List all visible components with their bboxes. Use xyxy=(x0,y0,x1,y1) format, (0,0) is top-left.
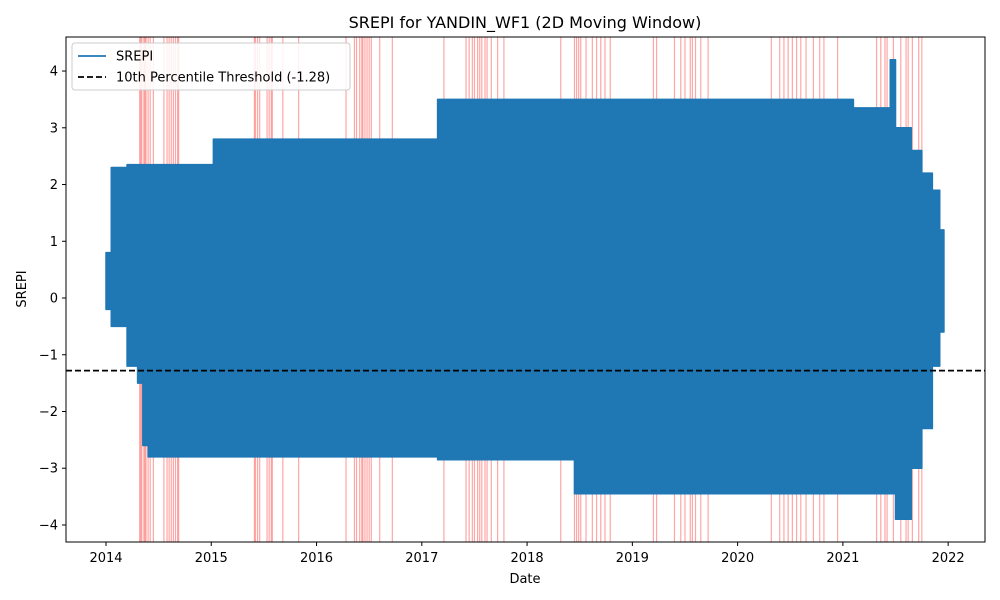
y-tick-label: −4 xyxy=(39,518,58,533)
srepi-series xyxy=(105,58,945,521)
x-tick-label: 2020 xyxy=(721,551,754,566)
y-tick-label: 2 xyxy=(50,178,58,193)
x-tick-label: 2017 xyxy=(405,551,438,566)
x-tick-label: 2021 xyxy=(826,551,859,566)
y-axis-ticks: −4 −3 −2 −1 0 1 2 3 4 xyxy=(39,65,66,533)
legend-threshold-label: 10th Percentile Threshold (-1.28) xyxy=(116,71,330,86)
x-tick-label: 2018 xyxy=(511,551,544,566)
x-tick-label: 2014 xyxy=(89,551,122,566)
legend: SREPI 10th Percentile Threshold (-1.28) xyxy=(71,42,351,91)
plot-frame xyxy=(65,36,986,543)
x-axis-label: Date xyxy=(509,572,540,587)
x-tick-label: 2019 xyxy=(616,551,649,566)
x-axis-ticks: 2014 2015 2016 2017 2018 2019 2020 2021 2022 xyxy=(89,542,965,566)
x-tick-label: 2016 xyxy=(300,551,333,566)
y-axis-label: SREPI xyxy=(15,270,30,307)
x-tick-label: 2015 xyxy=(195,551,228,566)
y-tick-label: 1 xyxy=(50,235,58,250)
y-tick-label: −2 xyxy=(39,405,58,420)
legend-box xyxy=(71,42,351,91)
y-tick-label: 3 xyxy=(50,121,58,136)
y-tick-label: −3 xyxy=(39,462,58,477)
y-tick-label: 0 xyxy=(50,292,58,307)
x-tick-label: 2022 xyxy=(932,551,965,566)
srepi-series-line xyxy=(105,58,945,521)
legend-series-label: SREPI xyxy=(116,50,153,65)
y-tick-label: −1 xyxy=(39,348,58,363)
y-tick-label: 4 xyxy=(50,65,58,80)
chart-title: SREPI for YANDIN_WF1 (2D Moving Window) xyxy=(349,13,702,33)
